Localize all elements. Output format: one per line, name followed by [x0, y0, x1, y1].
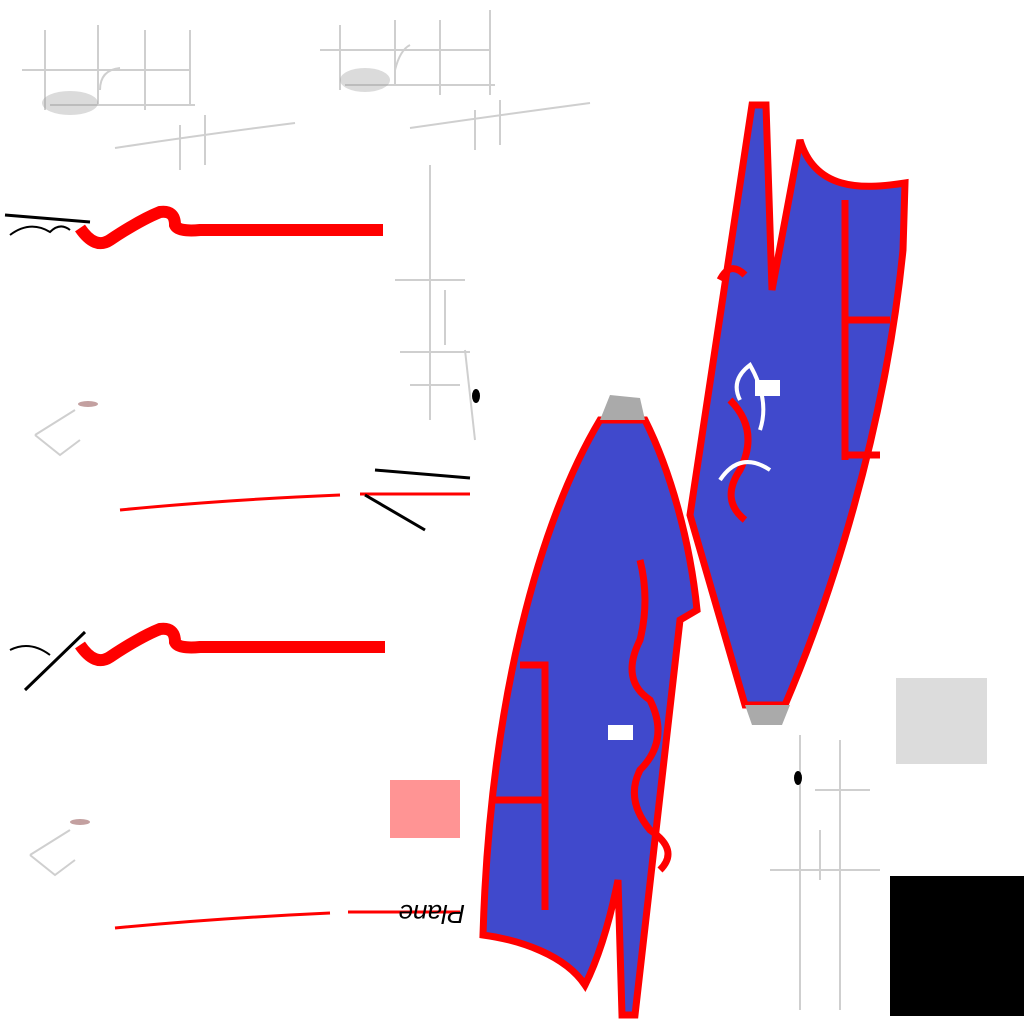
- scribble: [4, 213, 471, 692]
- smudge: [78, 401, 98, 407]
- window: [608, 725, 633, 740]
- smudge: [70, 819, 90, 825]
- dot: [794, 771, 802, 785]
- sketch-lines: [320, 10, 591, 150]
- decal: [390, 780, 460, 838]
- scribble: [9, 225, 71, 656]
- sketch-lines: [770, 735, 880, 1010]
- sketch-lines: [22, 25, 296, 170]
- red-stripe: [114, 910, 460, 930]
- cap: [745, 705, 790, 725]
- sketch-lines: [395, 165, 476, 441]
- sketch-lines: [29, 409, 81, 877]
- red-stripe: [75, 622, 385, 666]
- black-square: [890, 876, 1024, 1016]
- fuselage-panel: [686, 101, 909, 709]
- mirrored-label: Plane: [399, 899, 466, 929]
- smudge: [42, 91, 98, 115]
- sketch-top-left: [22, 10, 880, 1010]
- stripes: [4, 205, 471, 930]
- red-trim: [716, 200, 890, 523]
- dot: [472, 389, 480, 403]
- window: [755, 380, 780, 396]
- red-stripe: [75, 205, 383, 249]
- smudge: [340, 68, 390, 92]
- cap: [600, 395, 645, 420]
- red-trim: [495, 559, 672, 910]
- grey-square: [896, 678, 987, 764]
- white-trim: [718, 362, 772, 482]
- red-stripe: [119, 492, 470, 512]
